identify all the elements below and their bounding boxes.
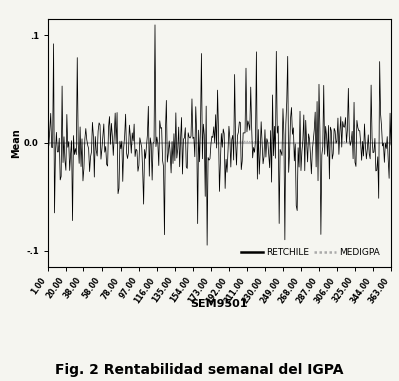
Text: Fig. 2 Rentabilidad semanal del IGPA: Fig. 2 Rentabilidad semanal del IGPA (55, 363, 344, 377)
RETCHILE (389, 143, 393, 147)
RETCHILE (45, 131, 50, 136)
RETCHILE (192, 135, 196, 139)
MEDIGPA (308, 141, 313, 146)
Text: SEM9501: SEM9501 (191, 299, 248, 309)
MEDIGPA (129, 142, 134, 146)
MEDIGPA (389, 141, 393, 145)
RETCHILE (308, 152, 313, 157)
MEDIGPA (79, 141, 83, 146)
RETCHILE (79, 164, 83, 169)
Legend: RETCHILE, MEDIGPA: RETCHILE, MEDIGPA (241, 248, 379, 257)
Y-axis label: Mean: Mean (11, 128, 21, 158)
RETCHILE (205, 243, 209, 247)
RETCHILE (129, 151, 134, 155)
MEDIGPA (241, 139, 245, 143)
MEDIGPA (122, 141, 127, 146)
MEDIGPA (192, 141, 196, 145)
MEDIGPA (130, 142, 134, 147)
RETCHILE (63, 168, 68, 173)
Line: MEDIGPA: MEDIGPA (48, 141, 391, 144)
MEDIGPA (63, 141, 68, 146)
RETCHILE (122, 134, 127, 138)
Line: RETCHILE: RETCHILE (48, 25, 391, 245)
RETCHILE (152, 22, 157, 27)
MEDIGPA (45, 141, 50, 145)
